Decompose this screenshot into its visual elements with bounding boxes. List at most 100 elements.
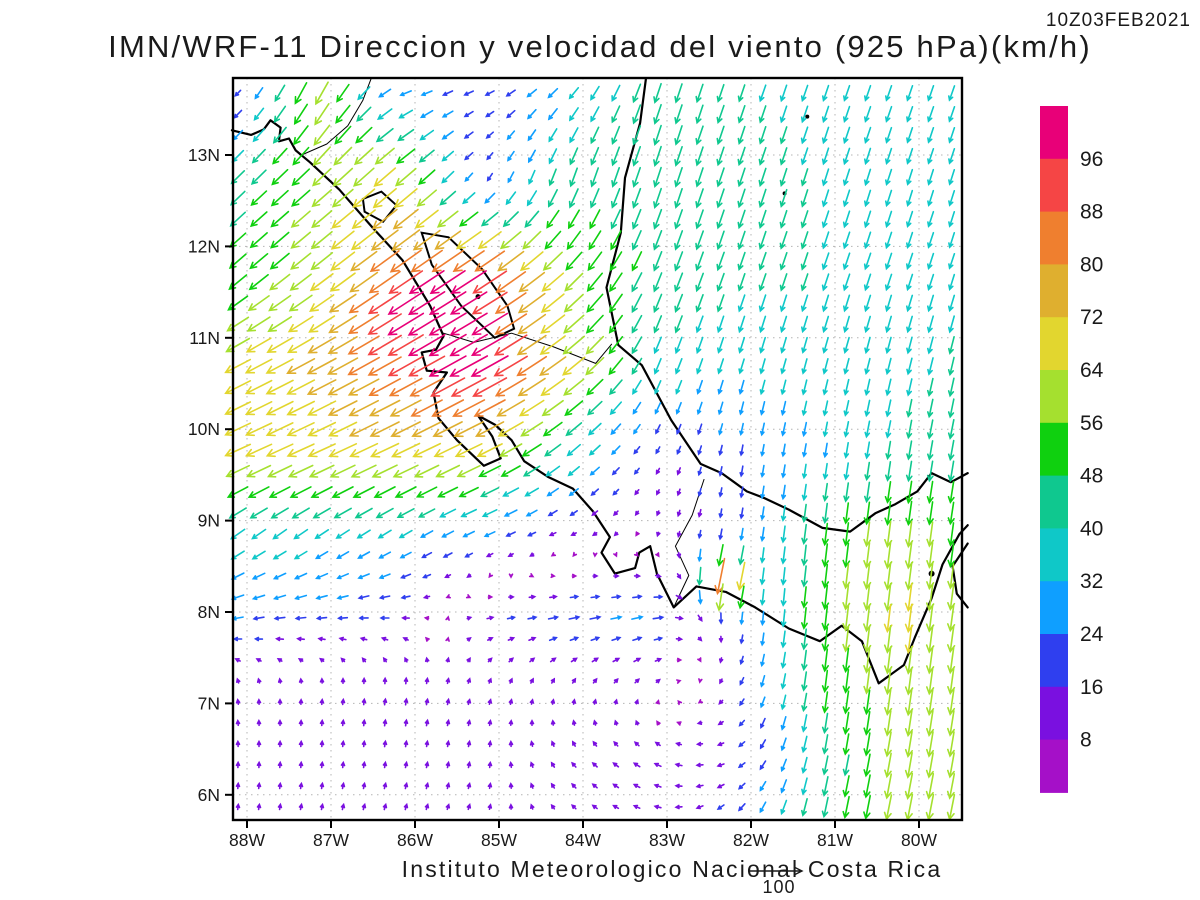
wind-arrow (505, 531, 516, 537)
wind-arrow (631, 293, 643, 314)
wind-arrow (738, 719, 746, 727)
wind-arrow (337, 615, 349, 621)
wind-arrow (947, 542, 955, 569)
wind-arrow (842, 733, 850, 756)
wind-arrow (737, 315, 746, 334)
colorbar-swatch (1040, 370, 1068, 424)
border-honduras-nicaragua (301, 77, 372, 156)
wind-arrow (317, 636, 326, 642)
wind-arrow (653, 230, 663, 251)
wind-arrow (611, 125, 621, 145)
wind-arrow (611, 594, 622, 600)
wind-arrow (445, 677, 451, 685)
wind-arrow (453, 421, 484, 438)
x-tick-label: 84W (565, 830, 601, 850)
wind-arrow (566, 443, 581, 457)
wind-arrow (675, 379, 683, 395)
wind-arrow (633, 573, 642, 579)
wind-arrow (306, 400, 337, 416)
wind-arrow (547, 509, 558, 517)
colorbar-swatch (1040, 528, 1068, 582)
wind-arrow (695, 209, 704, 230)
wind-arrow (445, 697, 451, 706)
wind-arrow (653, 594, 664, 600)
wind-arrow (466, 781, 472, 790)
wind-arrow (674, 615, 684, 621)
wind-arrow (716, 783, 725, 789)
wind-arrow (319, 760, 325, 769)
wind-arrow (338, 636, 347, 642)
wind-arrow (412, 442, 442, 458)
wind-arrow (759, 588, 766, 607)
wind-arrow (822, 442, 828, 459)
wind-arrow (718, 528, 723, 541)
wind-arrow (417, 508, 436, 518)
wind-arrow (286, 422, 315, 437)
wind-arrow (759, 760, 767, 771)
wind-arrow (277, 698, 283, 705)
wind-arrow (456, 464, 481, 478)
wind-arrow (634, 698, 639, 705)
wind-arrow (590, 488, 600, 497)
wind-arrow (677, 699, 683, 706)
wind-arrow (464, 172, 474, 183)
wind-arrow (413, 464, 440, 478)
wind-arrow (547, 189, 558, 208)
wind-arrow (387, 312, 425, 336)
wind-arrow (378, 88, 392, 98)
wind-arrow (566, 230, 582, 251)
wind-arrow (780, 799, 788, 816)
wind-arrow (947, 481, 955, 504)
wind-arrow (760, 632, 765, 647)
wind-arrow (378, 573, 391, 580)
wind-arrow (697, 699, 704, 704)
wind-arrow (540, 293, 565, 313)
wind-arrow (904, 709, 914, 738)
wind-arrow (760, 717, 766, 729)
wind-arrow (821, 231, 830, 250)
wind-arrow (256, 760, 262, 769)
wind-arrow (517, 313, 547, 335)
wind-arrow (472, 270, 508, 294)
wind-arrow (695, 272, 704, 293)
wind-arrow (275, 636, 285, 642)
wind-arrow (586, 293, 604, 313)
wind-arrow (739, 422, 744, 437)
wind-arrow (801, 735, 808, 754)
wind-arrow (359, 636, 368, 642)
wind-arrow (610, 230, 622, 251)
wind-arrow (340, 657, 346, 663)
wind-arrow (926, 501, 934, 526)
wind-arrow (927, 85, 935, 102)
wind-arrow (652, 615, 665, 620)
wind-arrow (676, 445, 682, 456)
wind-arrow (395, 148, 416, 164)
wind-arrow (368, 399, 401, 417)
wind-arrow (235, 719, 241, 727)
wind-arrow (863, 273, 872, 292)
wind-arrow (822, 400, 829, 417)
wind-arrow (613, 551, 618, 558)
wind-arrow (947, 398, 955, 419)
wind-arrow (269, 252, 290, 270)
wind-arrow (633, 741, 640, 747)
wind-arrow (319, 739, 325, 748)
wind-arrow (548, 636, 558, 642)
wind-arrow (505, 89, 516, 97)
wind-arrow (256, 739, 262, 748)
wind-arrow (780, 651, 787, 670)
wind-arrow (328, 293, 357, 313)
wind-arrow (378, 551, 392, 559)
wind-arrow (864, 357, 871, 376)
wind-arrow (400, 594, 411, 600)
wind-arrow (632, 146, 641, 167)
wind-arrow (927, 357, 934, 376)
wind-arrow (247, 295, 270, 312)
wind-arrow (508, 740, 514, 748)
wind-arrow (884, 481, 892, 504)
wind-arrow (565, 251, 583, 271)
wind-arrow (277, 802, 283, 811)
wind-arrow (369, 421, 400, 437)
wind-arrow (863, 795, 871, 820)
wind-arrow (265, 422, 294, 437)
